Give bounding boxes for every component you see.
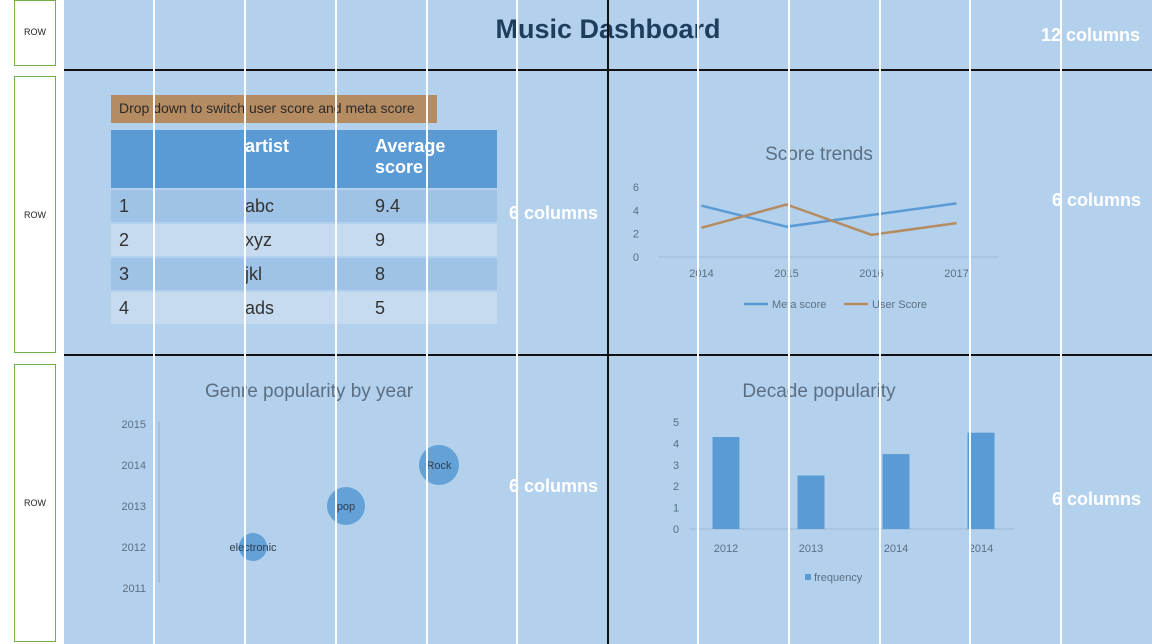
- table-row: 2 xyz 9: [111, 224, 497, 256]
- y-tick-label: 0: [633, 252, 639, 264]
- y-tick-label: 0: [673, 524, 679, 536]
- bar: [712, 436, 740, 529]
- table-row: 4 ads 5: [111, 292, 497, 324]
- table-cell: 3: [111, 258, 237, 290]
- x-tick-label: 2015: [774, 268, 798, 280]
- y-tick-label: 5: [673, 417, 679, 429]
- table-header-score: Average score: [367, 130, 497, 188]
- grid-line: [516, 0, 518, 644]
- genre-popularity-chart: 2011 2012 2013 2014 2015 electronic pop Rock: [122, 419, 459, 595]
- table-cell: 9: [367, 224, 497, 256]
- grid-line: [879, 0, 881, 644]
- legend-swatch: [805, 574, 811, 580]
- table-header-artist: artist: [237, 130, 367, 188]
- y-tick-label: 2: [673, 481, 679, 493]
- table-cell: 5: [367, 292, 497, 324]
- bubble-label: Rock: [426, 460, 452, 472]
- row-marker-header: ROW: [14, 0, 56, 66]
- y-tick-label: 2015: [122, 419, 146, 431]
- table-header-row: artist Average score: [111, 130, 497, 188]
- table-cell: abc: [237, 190, 367, 222]
- y-tick-label: 2011: [122, 583, 146, 595]
- x-tick-label: 2013: [799, 543, 823, 555]
- table-cell: ads: [237, 292, 367, 324]
- legend-label: Meta score: [772, 299, 826, 311]
- y-tick-label: 4: [633, 205, 639, 217]
- score-table: artist Average score 1 abc 9.4 2 xyz 9 3…: [111, 128, 497, 326]
- table-cell: 2: [111, 224, 237, 256]
- columns-label-trends: 6 columns: [1052, 190, 1142, 210]
- row-label: ROW: [24, 498, 46, 508]
- legend-label: User Score: [872, 299, 927, 311]
- y-tick-label: 2: [633, 229, 639, 241]
- grid-line: [335, 0, 337, 644]
- columns-label-genre: 6 columns: [509, 476, 599, 496]
- y-tick-label: 6: [633, 182, 639, 194]
- bar: [882, 454, 910, 529]
- column-divider: [607, 0, 609, 644]
- dashboard-board: Music Dashboard 12 columns Drop down to …: [64, 0, 1152, 644]
- table-cell: xyz: [237, 224, 367, 256]
- row-marker-middle: ROW: [14, 76, 56, 353]
- row-marker-bottom: ROW: [14, 364, 56, 642]
- grid-line: [697, 0, 699, 644]
- x-tick-label: 2014: [969, 543, 993, 555]
- score-trends-chart: 0 2 4 6 2014 2015 2016 2017 Meta score User Score: [633, 182, 999, 311]
- grid-line: [788, 0, 790, 644]
- series-line-meta-score: [701, 202, 957, 228]
- bubble-label: electronic: [229, 542, 277, 554]
- genre-popularity-title: Genre popularity by year: [204, 381, 414, 402]
- grid-line: [426, 0, 428, 644]
- y-tick-label: 2013: [122, 501, 146, 513]
- x-tick-label: 2016: [859, 268, 883, 280]
- grid-line: [1060, 0, 1062, 644]
- x-tick-label: 2014: [884, 543, 908, 555]
- table-cell: 1: [111, 190, 237, 222]
- x-tick-label: 2012: [714, 543, 738, 555]
- bar: [797, 475, 825, 529]
- table-header-rank: [111, 130, 237, 188]
- columns-label-decade: 6 columns: [1052, 489, 1142, 509]
- y-tick-label: 3: [673, 460, 679, 472]
- series-line-user-score: [701, 203, 957, 237]
- table-cell: 4: [111, 292, 237, 324]
- x-tick-label: 2014: [689, 268, 713, 280]
- table-cell: jkl: [237, 258, 367, 290]
- score-trends-title: Score trends: [765, 144, 873, 165]
- row-label: ROW: [24, 27, 46, 37]
- table-row: 1 abc 9.4: [111, 190, 497, 222]
- table-cell: 9.4: [367, 190, 497, 222]
- bubble-label: pop: [337, 501, 355, 513]
- columns-label-header: 12 columns: [1041, 25, 1141, 45]
- score-switch-dropdown[interactable]: Drop down to switch user score and meta …: [111, 95, 437, 123]
- table-row: 3 jkl 8: [111, 258, 497, 290]
- table-cell: 8: [367, 258, 497, 290]
- grid-line: [244, 0, 246, 644]
- row-label: ROW: [24, 210, 46, 220]
- decade-popularity-title: Decade popularity: [742, 381, 896, 402]
- legend-label: frequency: [814, 572, 863, 584]
- columns-label-table: 6 columns: [509, 203, 599, 223]
- bubble-rock: [419, 445, 459, 485]
- y-tick-label: 2012: [122, 542, 146, 554]
- x-tick-label: 2017: [944, 268, 968, 280]
- bubble-electronic: [239, 533, 267, 561]
- y-tick-label: 2014: [122, 460, 146, 472]
- grid-line: [969, 0, 971, 644]
- decade-popularity-chart: 0 1 2 3 4 5 2012 2013 2014 2014 frequency: [673, 417, 1014, 584]
- y-tick-label: 1: [673, 503, 679, 515]
- y-tick-label: 4: [673, 438, 679, 450]
- grid-line: [153, 0, 155, 644]
- bar: [967, 432, 995, 529]
